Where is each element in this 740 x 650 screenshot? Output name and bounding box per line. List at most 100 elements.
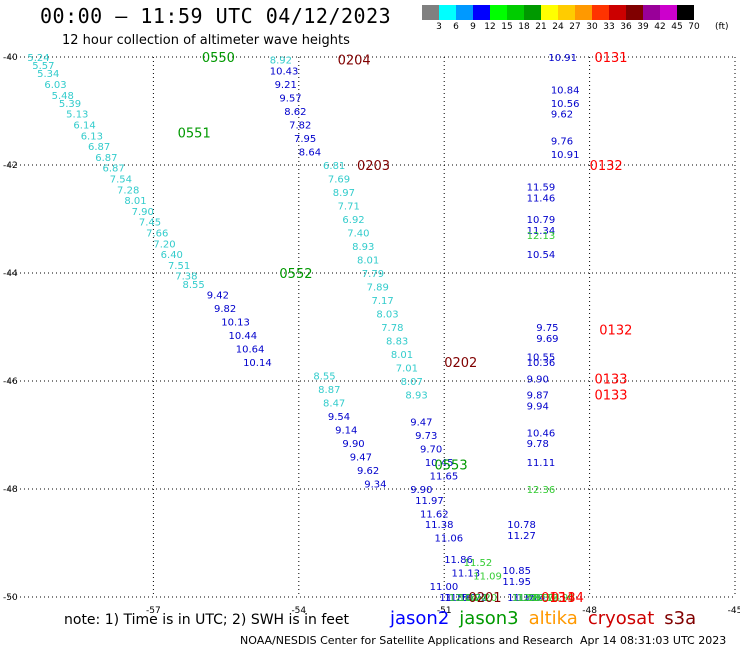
wave-height-value: 10.45 (425, 458, 454, 469)
wave-height-value: 10.46 (527, 428, 556, 439)
pass-number-label: 0131 (594, 51, 627, 66)
wave-height-value: 7.90 (132, 207, 154, 218)
wave-height-value: 11.59 (527, 183, 556, 194)
wave-height-value: 7.78 (381, 323, 403, 334)
y-tick-label: -42 (3, 161, 18, 171)
wave-height-value: 9.62 (357, 466, 379, 477)
wave-height-value: 11.84 (517, 593, 546, 604)
color-scale-swatch (558, 5, 575, 20)
y-tick-label: -50 (3, 593, 18, 603)
wave-height-value: 11.10 (444, 593, 473, 604)
color-scale-swatch (473, 5, 490, 20)
wave-height-value: 10.54 (527, 250, 556, 261)
color-scale-label: 24 (552, 22, 564, 32)
wave-height-value: 8.03 (376, 310, 398, 321)
wave-height-value: 9.14 (335, 426, 357, 437)
wave-height-value: 10.44 (229, 331, 258, 342)
color-scale-label: 30 (586, 22, 598, 32)
color-scale-swatch (626, 5, 643, 20)
wave-height-value: 8.01 (357, 256, 379, 267)
wave-height-value: 11.27 (507, 531, 536, 542)
x-tick-label: -45 (728, 606, 740, 616)
legend-entry-jason2: jason2 (390, 608, 450, 629)
wave-height-value: 11.09 (473, 571, 502, 582)
wave-height-value: 9.78 (527, 439, 549, 450)
wave-height-value: 13.74 (531, 593, 560, 604)
pass-number-label: 0134 (541, 591, 574, 606)
wave-height-value: 10.64 (236, 345, 265, 356)
wave-height-value: 7.40 (347, 229, 369, 240)
wave-height-value: 9.73 (415, 431, 437, 442)
wave-height-value: 6.13 (81, 131, 103, 142)
wave-height-value: 11.13 (451, 569, 480, 580)
wave-height-value: 8.47 (323, 399, 345, 410)
wave-height-value: 10.85 (502, 566, 531, 577)
wave-height-value: 5.39 (59, 99, 81, 110)
wave-height-value: 10.84 (551, 85, 580, 96)
wave-height-value: 9.87 (527, 391, 549, 402)
pass-number-label: 0553 (435, 459, 468, 474)
wave-height-value: 8.62 (284, 107, 306, 118)
legend-entry-altika: altika (528, 608, 578, 629)
wave-height-value: 8.01 (391, 350, 413, 361)
wave-height-value: 6.87 (95, 153, 117, 164)
color-scale-swatch (490, 5, 507, 20)
wave-height-value: 7.51 (168, 261, 190, 272)
wave-height-value: 10.14 (243, 358, 272, 369)
wave-height-value: 7.71 (338, 202, 360, 213)
legend-entry-s3a: s3a (664, 608, 697, 629)
wave-height-value: 10.79 (527, 215, 556, 226)
pass-number-label: 0551 (178, 127, 211, 142)
wave-height-value: 9.70 (420, 445, 442, 456)
pass-number-label: 0133 (594, 372, 627, 387)
pass-number-label: 0203 (357, 159, 390, 174)
color-scale-swatch (541, 5, 558, 20)
color-scale-label: 45 (671, 22, 683, 32)
wave-height-value: 10.91 (548, 53, 577, 64)
pass-number-label: 0202 (444, 356, 477, 371)
wave-height-value: 13.33 (527, 593, 556, 604)
color-scale-label: 18 (518, 22, 530, 32)
wave-height-value: 8.64 (299, 148, 321, 159)
wave-height-value: 12.07 (517, 593, 546, 604)
pass-number-label: 0204 (338, 54, 371, 69)
wave-height-value: 7.01 (396, 364, 418, 375)
color-scale-swatch (643, 5, 660, 20)
wave-height-value: 7.20 (153, 239, 175, 250)
wave-height-value: 9.47 (410, 418, 432, 429)
wave-height-value: 11.38 (425, 520, 454, 531)
wave-height-value: 9.57 (279, 94, 301, 105)
color-scale-label: 21 (535, 22, 547, 32)
wave-height-value: 11.78 (512, 593, 541, 604)
color-scale-swatch (456, 5, 473, 20)
wave-height-value: 11.59 (512, 593, 541, 604)
wave-height-value: 7.38 (175, 272, 197, 283)
wave-height-value: 11.06 (435, 534, 464, 545)
wave-height-value: 6.92 (342, 215, 364, 226)
wave-height-value: 12.94 (459, 593, 488, 604)
wave-height-value: 10.13 (221, 318, 250, 329)
wave-height-value: 8.83 (386, 337, 408, 348)
wave-height-value: 9.34 (364, 480, 386, 491)
color-scale-swatch (677, 5, 694, 20)
wave-height-value: 11.65 (430, 472, 459, 483)
wave-height-value: 9.69 (536, 334, 558, 345)
wave-height-value: 10.72 (459, 593, 488, 604)
color-scale-label: 27 (569, 22, 581, 32)
wave-height-value: 10.91 (551, 150, 580, 161)
wave-height-value: 9.82 (214, 304, 236, 315)
wave-height-value: 6.40 (161, 250, 183, 261)
wave-height-value: 8.87 (318, 385, 340, 396)
wave-height-value: 9.94 (527, 401, 549, 412)
y-tick-label: -46 (3, 377, 18, 387)
color-scale-swatch (507, 5, 524, 20)
legend-entry-cryosat: cryosat (587, 608, 655, 629)
footer-timestamp: Apr 14 08:31:03 UTC 2023 (580, 634, 727, 647)
color-scale-swatch (592, 5, 609, 20)
chart-note: note: 1) Time is in UTC; 2) SWH is in fe… (64, 612, 350, 628)
color-scale-label: 15 (501, 22, 513, 32)
wave-height-value: 9.62 (551, 110, 573, 121)
wave-height-value: 12.36 (527, 485, 556, 496)
wave-height-value: 10.78 (507, 520, 536, 531)
wave-height-value: 7.95 (294, 134, 316, 145)
